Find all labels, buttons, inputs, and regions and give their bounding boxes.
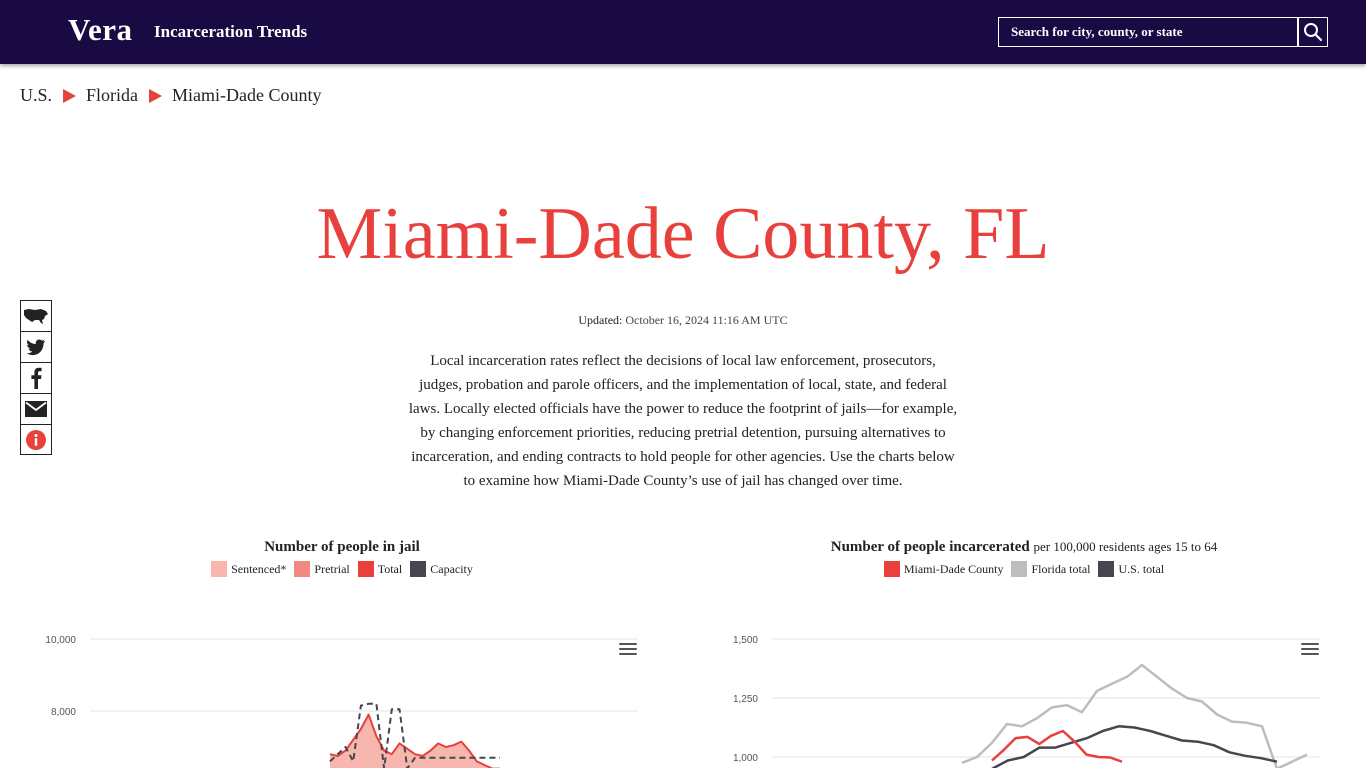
chart-menu-icon[interactable]: [619, 643, 637, 657]
legend-swatch: [883, 561, 900, 577]
chart-title-text: Number of people incarcerated: [830, 539, 1030, 555]
series-line-florida[interactable]: [961, 663, 1308, 768]
legend-item-total[interactable]: Total: [357, 561, 403, 577]
legend-label: U.S. total: [1118, 561, 1165, 576]
y-tick-label: 1,500: [733, 635, 758, 646]
y-tick-label: 10,000: [45, 635, 76, 646]
updated-timestamp: Updated: October 16, 2024 11:16 AM UTC: [0, 313, 1366, 328]
intro-paragraph: Local incarceration rates reflect the de…: [408, 353, 958, 489]
updated-value: October 16, 2024 11:16 AM UTC: [625, 313, 788, 327]
jail-population-chart-header: Number of people in jail Sentenced* Pret…: [92, 539, 592, 577]
legend-swatch: [211, 561, 228, 577]
series-line-total[interactable]: [329, 713, 500, 768]
legend-swatch: [1011, 561, 1028, 577]
magnifier-icon: [1304, 23, 1323, 42]
page-title: Miami-Dade County, FL: [316, 193, 1050, 275]
y-tick-label: 1,000: [733, 753, 758, 764]
email-icon: [25, 401, 47, 417]
chart-title: Number of people incarcerated per 100,00…: [774, 539, 1274, 556]
app-title[interactable]: Incarceration Trends: [154, 22, 308, 41]
share-rail: [20, 300, 52, 455]
y-tick-label: 1,250: [733, 694, 758, 705]
breadcrumb-us[interactable]: U.S.: [20, 85, 53, 105]
legend-item-capacity[interactable]: Capacity: [410, 561, 473, 577]
breadcrumb-florida[interactable]: Florida: [86, 85, 139, 105]
info-button[interactable]: [20, 424, 52, 455]
incarceration-rate-chart: 1,500 1,250 1,000: [733, 635, 1320, 768]
search-button[interactable]: [1298, 17, 1328, 47]
breadcrumb-arrow-icon: [63, 88, 77, 103]
top-navbar: Vera Incarceration Trends: [0, 0, 1366, 64]
legend-item-florida[interactable]: Florida total: [1011, 561, 1090, 577]
email-share-button[interactable]: [20, 393, 52, 424]
us-map-button[interactable]: [20, 300, 52, 331]
series-line-capacity[interactable]: [329, 702, 500, 768]
series-line-miami-dade[interactable]: [991, 729, 1123, 763]
incarceration-rate-chart-header: Number of people incarcerated per 100,00…: [774, 539, 1274, 577]
us-map-icon: [24, 309, 48, 324]
breadcrumb: U.S. Florida Miami-Dade County: [20, 85, 322, 106]
chart-legend: Sentenced* Pretrial Total Capacity: [92, 561, 592, 577]
updated-label: Updated:: [578, 313, 623, 327]
legend-label: Total: [377, 561, 403, 576]
legend-swatch: [1098, 561, 1115, 577]
chart-legend: Miami-Dade County Florida total U.S. tot…: [774, 561, 1274, 577]
twitter-icon: [26, 339, 45, 356]
legend-swatch: [357, 561, 374, 577]
legend-item-pretrial[interactable]: Pretrial: [294, 561, 350, 577]
facebook-share-button[interactable]: [20, 362, 52, 393]
twitter-share-button[interactable]: [20, 331, 52, 362]
series-line-us[interactable]: [991, 725, 1278, 768]
search-input[interactable]: [998, 17, 1298, 47]
series-area-total: [330, 714, 491, 768]
legend-item-miami-dade[interactable]: Miami-Dade County: [883, 561, 1004, 577]
y-tick-label: 8,000: [51, 707, 76, 718]
breadcrumb-county: Miami-Dade County: [172, 85, 322, 105]
legend-label: Pretrial: [314, 561, 350, 576]
legend-swatch: [410, 561, 427, 577]
chart-title-text: Number of people in jail: [264, 539, 420, 555]
vera-logo[interactable]: Vera: [68, 12, 133, 47]
breadcrumb-arrow-icon: [149, 88, 163, 103]
facebook-icon: [31, 367, 42, 389]
jail-population-chart: 10,000 8,000: [45, 635, 638, 768]
chart-title: Number of people in jail: [92, 539, 592, 556]
chart-menu-icon[interactable]: [1301, 643, 1319, 657]
chart-subtitle: per 100,000 residents ages 15 to 64: [1033, 539, 1218, 554]
legend-item-sentenced[interactable]: Sentenced*: [211, 561, 286, 577]
legend-item-us[interactable]: U.S. total: [1098, 561, 1164, 577]
legend-label: Florida total: [1031, 561, 1091, 576]
legend-label: Miami-Dade County: [903, 561, 1004, 576]
info-icon: [26, 429, 46, 450]
legend-label: Sentenced*: [231, 561, 287, 576]
legend-swatch: [294, 561, 311, 577]
legend-label: Capacity: [430, 561, 473, 576]
